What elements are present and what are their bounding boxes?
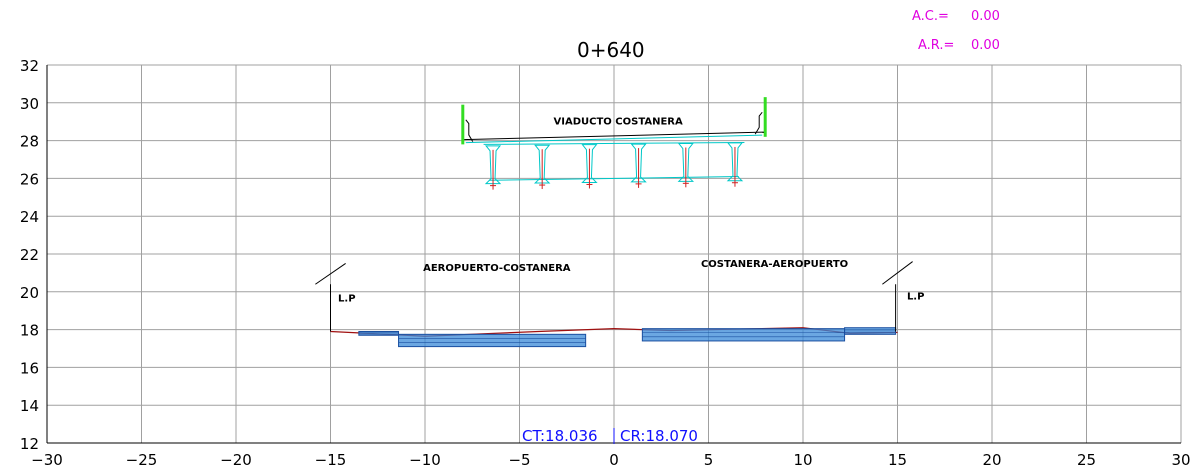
x-tick-label: −15 <box>315 451 347 469</box>
left-shoulder-pavement <box>358 330 400 336</box>
x-tick-label: 25 <box>1077 451 1096 469</box>
ar-label: A.R.= <box>918 38 955 53</box>
axis-ticks: −30 −25 −20 −15 −10 −5 0 5 10 15 20 25 30 32 30 28 26 24 2… <box>20 57 1191 469</box>
ct-elevation: CT:18.036 <box>522 427 598 445</box>
right-lane-pavement <box>641 328 846 342</box>
x-tick-label: −25 <box>126 451 158 469</box>
viaduct-section <box>461 97 767 190</box>
girder <box>677 143 695 182</box>
ar-value: 0.00 <box>971 38 1000 53</box>
x-tick-label: 10 <box>793 451 812 469</box>
y-tick-label: 30 <box>20 95 39 113</box>
ac-value: 0.00 <box>971 9 1000 24</box>
x-tick-label: −10 <box>409 451 441 469</box>
deck-slab <box>465 134 763 144</box>
right-shoulder-pavement <box>844 327 897 335</box>
left-lane-pavement <box>398 333 587 348</box>
lp-left-flag <box>315 263 346 285</box>
x-tick-label: 5 <box>704 451 714 469</box>
x-tick-label: 0 <box>609 451 619 469</box>
y-tick-label: 20 <box>20 284 39 302</box>
x-tick-label: 20 <box>982 451 1001 469</box>
x-tick-label: 15 <box>888 451 907 469</box>
girder <box>630 143 647 183</box>
x-tick-label: 30 <box>1171 451 1190 469</box>
left-parapet <box>465 119 474 142</box>
girder <box>726 142 744 182</box>
right-road-label: COSTANERA-AEROPUERTO <box>701 259 848 270</box>
y-tick-label: 16 <box>20 359 39 377</box>
lp-right-flag <box>882 261 913 285</box>
viaduct-label: VIADUCTO COSTANERA <box>554 117 683 128</box>
pavements <box>358 327 897 348</box>
y-tick-label: 14 <box>20 397 39 415</box>
y-tick-label: 28 <box>20 133 39 151</box>
lp-right-label: L.P <box>907 291 925 302</box>
x-tick-label: −20 <box>220 451 252 469</box>
deck-top <box>462 131 766 141</box>
y-tick-label: 12 <box>20 435 39 453</box>
x-tick-label: −5 <box>508 451 530 469</box>
girder <box>484 145 502 185</box>
section-labels: VIADUCTO COSTANERA AEROPUERTO-COSTANERA … <box>338 117 924 305</box>
cr-elevation: CR:18.070 <box>620 427 698 445</box>
ac-label: A.C.= <box>912 9 949 24</box>
girder <box>533 144 551 184</box>
property-line-markers <box>315 261 913 332</box>
right-parapet <box>754 111 763 135</box>
lp-left-label: L.P <box>338 293 356 304</box>
y-tick-label: 26 <box>20 170 39 188</box>
girder <box>581 144 598 183</box>
x-tick-label: −30 <box>31 451 63 469</box>
station-title: 0+640 <box>577 38 645 62</box>
y-tick-label: 22 <box>20 246 39 264</box>
slab-bottom <box>483 141 745 145</box>
y-tick-label: 32 <box>20 57 39 75</box>
y-tick-label: 24 <box>20 208 39 226</box>
left-road-label: AEROPUERTO-COSTANERA <box>423 263 571 274</box>
bottom-flange <box>489 176 739 181</box>
y-tick-label: 18 <box>20 322 39 340</box>
